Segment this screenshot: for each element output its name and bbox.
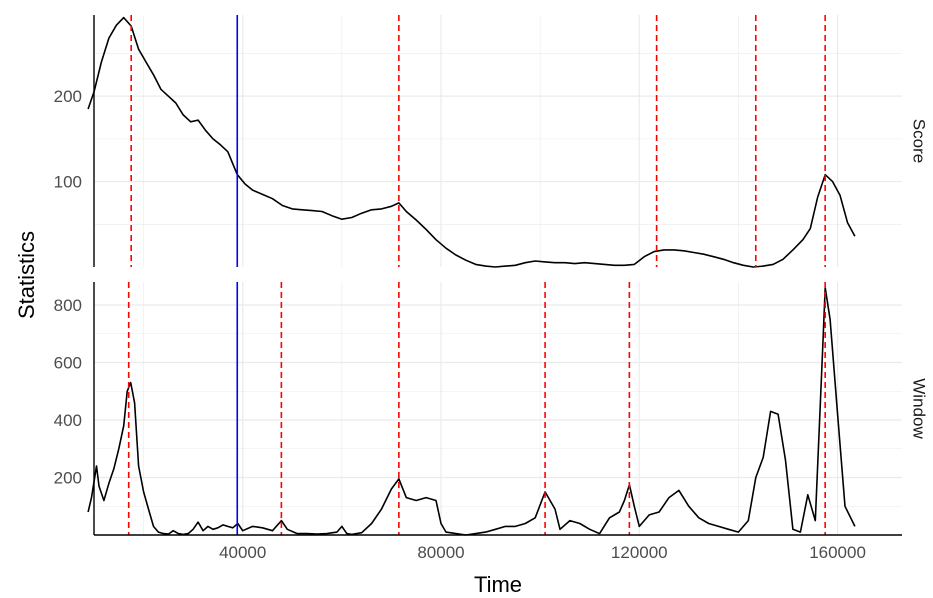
x-tick-label: 40000 — [219, 543, 266, 562]
panel-score: 100 200 Score — [54, 15, 929, 268]
strip-label-window: Window — [910, 378, 929, 439]
y-tick-label: 400 — [54, 411, 82, 430]
y-tick-label: 800 — [54, 296, 82, 315]
y-tick-label: 200 — [54, 469, 82, 488]
series-line-window — [87, 287, 856, 536]
y-axis-title: Statistics — [14, 231, 39, 319]
x-tick-label: 160000 — [809, 543, 866, 562]
strip-label-score: Score — [910, 119, 929, 163]
x-tick-label: 80000 — [417, 543, 464, 562]
panel-window: 200 400 600 800 Window — [54, 282, 929, 536]
y-tick-label: 100 — [54, 173, 82, 192]
series-line-score — [87, 16, 856, 268]
x-axis-title: Time — [474, 572, 522, 597]
y-tick-label: 600 — [54, 354, 82, 373]
x-tick-label: 120000 — [611, 543, 668, 562]
x-axis: 40000 80000 120000 160000 — [94, 534, 902, 562]
y-tick-label: 200 — [54, 87, 82, 106]
